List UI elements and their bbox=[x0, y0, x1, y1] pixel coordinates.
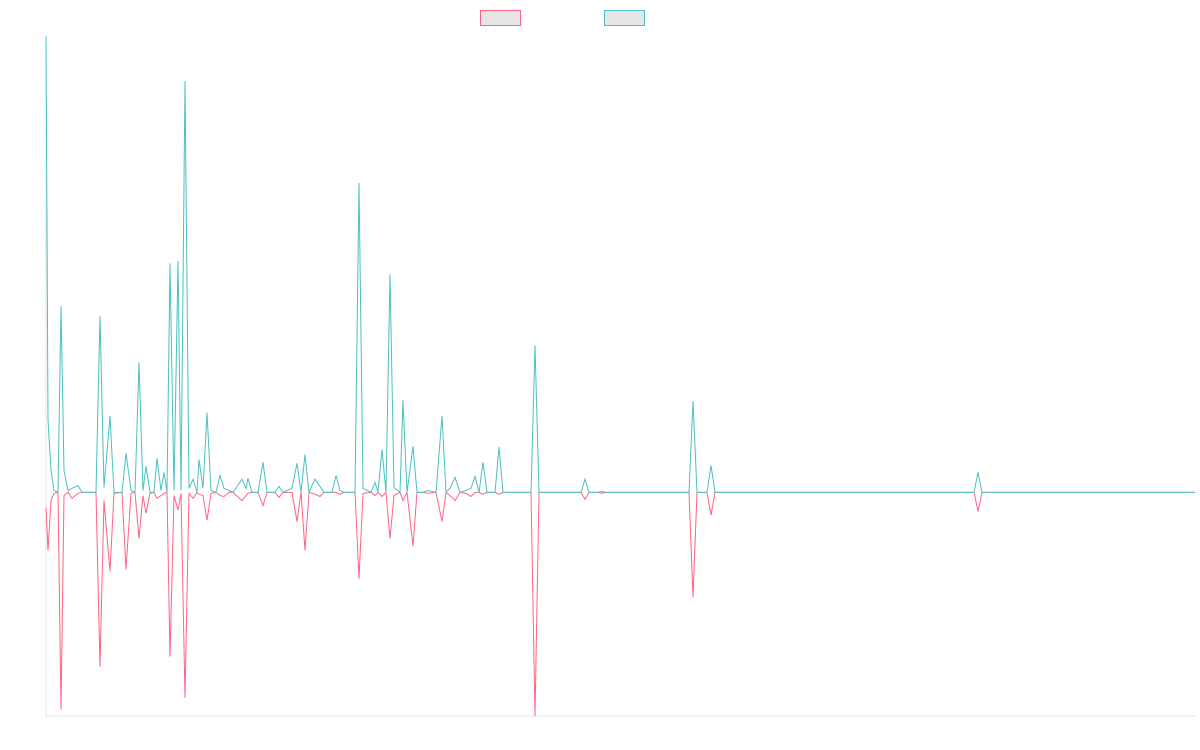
data-line bbox=[45, 490, 1195, 717]
legend-swatch bbox=[604, 10, 645, 26]
legend-swatch bbox=[480, 10, 521, 26]
data-line bbox=[45, 35, 1195, 495]
